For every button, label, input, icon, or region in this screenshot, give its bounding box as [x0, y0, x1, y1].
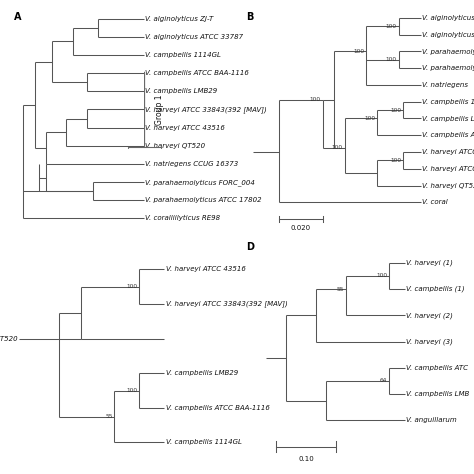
Text: V. campbellis 1114GL: V. campbellis 1114GL [145, 52, 221, 58]
Text: V. campbellis LMB: V. campbellis LMB [406, 391, 470, 397]
Text: 100: 100 [386, 57, 397, 62]
Text: V. parahaemolyticus ATCC 17802: V. parahaemolyticus ATCC 17802 [145, 197, 262, 203]
Text: 100: 100 [127, 284, 137, 289]
Text: B: B [246, 12, 254, 22]
Text: V. campbellis ATCC BAA-1116: V. campbellis ATCC BAA-1116 [145, 70, 249, 76]
Text: 100: 100 [364, 116, 375, 121]
Text: 100: 100 [127, 388, 137, 393]
Text: V. alginolyticus ZJ: V. alginolyticus ZJ [422, 32, 474, 38]
Text: V. parahaemolyticus (1): V. parahaemolyticus (1) [422, 48, 474, 55]
Text: V. harveyi (3): V. harveyi (3) [406, 338, 453, 345]
Text: V. anguillarum: V. anguillarum [406, 418, 457, 423]
Text: V. alginolyticus ZJ-T: V. alginolyticus ZJ-T [145, 16, 213, 22]
Text: V. campbellis 1114GL: V. campbellis 1114GL [165, 439, 241, 446]
Text: V. campbellis AT: V. campbellis AT [422, 132, 474, 138]
Text: V. parahaemolyticus FORC_004: V. parahaemolyticus FORC_004 [145, 179, 255, 185]
Text: D: D [246, 242, 255, 252]
Text: 100: 100 [386, 24, 397, 29]
Text: V. campbellis LMB: V. campbellis LMB [422, 116, 474, 121]
Text: V. harveyi (1): V. harveyi (1) [406, 259, 453, 266]
Text: 0.020: 0.020 [291, 225, 311, 231]
Text: V. campbellis ATC: V. campbellis ATC [406, 365, 468, 371]
Text: V. natriegens CCUG 16373: V. natriegens CCUG 16373 [145, 161, 238, 167]
Text: V. harveyi ATCC 33843(392 [MAV]): V. harveyi ATCC 33843(392 [MAV]) [165, 301, 287, 308]
Text: V. campbellis LMB29: V. campbellis LMB29 [145, 88, 217, 94]
Text: 0.10: 0.10 [298, 456, 314, 462]
Text: V. campbellis (1): V. campbellis (1) [406, 286, 465, 292]
Text: 64: 64 [380, 378, 387, 383]
Text: V. harveyi (2): V. harveyi (2) [406, 312, 453, 319]
Text: V. alginolyticus ATCC 33787: V. alginolyticus ATCC 33787 [145, 34, 243, 40]
Text: V. harveyi ATCC (2): V. harveyi ATCC (2) [422, 165, 474, 172]
Text: V. harveyi QT520: V. harveyi QT520 [422, 182, 474, 189]
Text: 55: 55 [105, 414, 113, 419]
Text: 100: 100 [390, 108, 401, 113]
Text: 55: 55 [336, 286, 344, 292]
Text: V. alginolyticus AT: V. alginolyticus AT [422, 15, 474, 21]
Text: V. coralliilyticus RE98: V. coralliilyticus RE98 [145, 215, 220, 221]
Text: V. natriegens: V. natriegens [422, 82, 468, 88]
Text: V. parahaemolyticus (2): V. parahaemolyticus (2) [422, 65, 474, 72]
Text: V. coral: V. coral [422, 200, 448, 205]
Text: V. harveyi ATCC 43516: V. harveyi ATCC 43516 [165, 266, 246, 273]
Text: V. harveyi ATCC 43516: V. harveyi ATCC 43516 [145, 125, 225, 130]
Text: 100: 100 [376, 273, 387, 278]
Text: Group 1: Group 1 [155, 94, 164, 125]
Text: V. harveyi ATCC (1): V. harveyi ATCC (1) [422, 149, 474, 155]
Text: V. harveyi QT520: V. harveyi QT520 [145, 143, 205, 149]
Text: A: A [14, 12, 22, 22]
Text: V. harveyi ATCC 33843(392 [MAV]): V. harveyi ATCC 33843(392 [MAV]) [145, 106, 267, 113]
Text: harveyi QT520: harveyi QT520 [0, 336, 18, 342]
Text: V. campbellis ATCC BAA-1116: V. campbellis ATCC BAA-1116 [165, 405, 269, 411]
Text: V. campbellis 111: V. campbellis 111 [422, 99, 474, 105]
Text: 100: 100 [331, 146, 342, 150]
Text: 100: 100 [310, 97, 320, 102]
Text: V. campbellis LMB29: V. campbellis LMB29 [165, 370, 238, 376]
Text: 100: 100 [390, 158, 401, 163]
Text: 100: 100 [353, 49, 364, 54]
